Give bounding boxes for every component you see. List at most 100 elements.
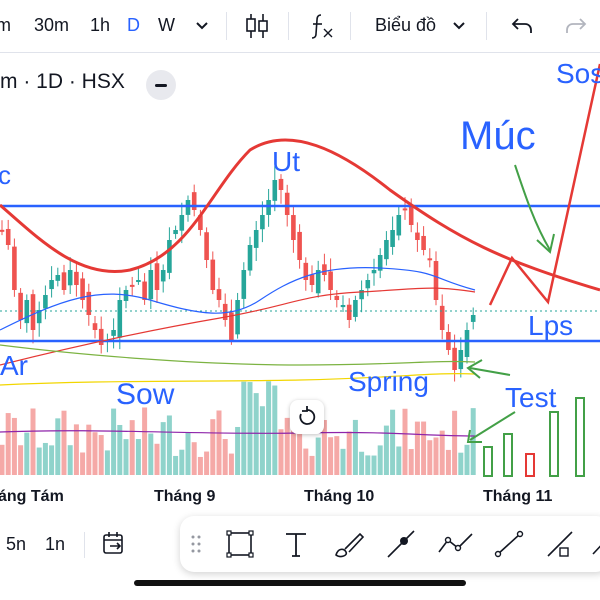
- candle-body: [210, 259, 216, 290]
- projected-volume-bar: [483, 446, 493, 477]
- ma-yellow: [0, 372, 476, 386]
- drag-handle-icon[interactable]: [190, 534, 202, 554]
- ray-icon[interactable]: [544, 528, 578, 560]
- volume-bar: [228, 453, 234, 475]
- rectangle-icon[interactable]: [224, 528, 256, 560]
- range-5n-button[interactable]: 5n: [6, 534, 27, 554]
- candle-body: [67, 270, 73, 286]
- candle-body: [346, 304, 352, 320]
- candle-body: [86, 291, 92, 315]
- volume-bar: [210, 419, 216, 475]
- volume-bar: [383, 425, 389, 475]
- volume-bar: [445, 449, 451, 475]
- volume-bar: [36, 447, 42, 475]
- candle-body: [142, 281, 147, 300]
- chart-type-menu[interactable]: Biểu đồ: [375, 15, 437, 35]
- volume-bar: [458, 452, 464, 475]
- collapse-legend-button[interactable]: [146, 70, 176, 100]
- candle-body: [359, 290, 364, 300]
- volume-ma: [0, 430, 476, 437]
- candle-body: [247, 245, 253, 271]
- interval-m[interactable]: m: [0, 15, 11, 35]
- candle-body: [92, 323, 98, 330]
- candle-body: [129, 284, 135, 287]
- projected-volume-bar: [525, 453, 535, 477]
- cup-curve: [0, 138, 600, 292]
- drawing-toolbar: [180, 516, 600, 572]
- candle-body: [241, 270, 247, 299]
- volume-bar: [421, 421, 427, 475]
- interval-w[interactable]: W: [158, 15, 175, 35]
- volume-bar: [92, 432, 98, 475]
- line-icon[interactable]: [492, 528, 526, 560]
- x-axis-label: Tháng 10: [304, 488, 375, 505]
- interval-30m[interactable]: 30m: [34, 15, 70, 35]
- range-1n-button[interactable]: 1n: [45, 534, 66, 554]
- interval-1h[interactable]: 1h: [90, 15, 111, 35]
- candle-body: [235, 300, 240, 335]
- volume-bar: [166, 415, 172, 475]
- candles-icon[interactable]: [244, 12, 270, 40]
- candle-body: [309, 274, 315, 285]
- candle-body: [452, 347, 457, 370]
- interval-d[interactable]: D: [127, 15, 140, 35]
- volume-bar: [303, 448, 309, 475]
- candle-body: [18, 292, 23, 320]
- projection-path: [488, 63, 600, 306]
- volume-bar: [11, 417, 17, 475]
- redo-icon: [566, 18, 587, 33]
- toolbar-divider: [350, 12, 351, 40]
- chevron-down-icon[interactable]: [195, 20, 209, 32]
- volume-bar: [117, 424, 123, 475]
- top-toolbar: m 30m 1h D W Biểu đồ: [0, 0, 600, 53]
- candle-body: [253, 230, 259, 248]
- price-chart[interactable]: [0, 52, 600, 512]
- volume-bar: [346, 431, 352, 475]
- volume-bar: [154, 443, 160, 475]
- x-axis-label: Tháng 11: [483, 488, 553, 505]
- candle-body: [334, 295, 340, 300]
- volume-bar: [185, 432, 191, 475]
- volume-bar: [334, 436, 340, 475]
- candle-body: [272, 180, 278, 201]
- reset-chart-button[interactable]: [290, 400, 324, 434]
- goto-date-icon[interactable]: [100, 530, 128, 558]
- trend-line-icon[interactable]: [384, 528, 418, 560]
- candle-body: [160, 270, 166, 282]
- candle-body: [390, 230, 395, 247]
- volume-bar: [142, 407, 148, 475]
- candle-body: [12, 246, 17, 290]
- fx-icon[interactable]: [308, 12, 334, 40]
- volume-bar: [352, 419, 358, 475]
- volume-bar: [377, 445, 383, 475]
- volume-bar: [414, 421, 420, 475]
- volume-bar: [204, 451, 210, 475]
- volume-bar: [297, 407, 303, 475]
- candle-body: [117, 300, 123, 338]
- volume-bar: [315, 437, 321, 475]
- undo-icon[interactable]: [510, 14, 534, 38]
- path-icon[interactable]: [436, 528, 476, 560]
- volume-bar: [371, 455, 377, 475]
- volume-bar: [266, 381, 272, 475]
- candle-body: [80, 278, 85, 300]
- annotation-ut: Ut: [272, 146, 300, 177]
- projected-volume-bar: [549, 411, 559, 477]
- text-icon[interactable]: [280, 528, 312, 560]
- volume-bar: [73, 424, 79, 475]
- candle-body: [433, 261, 439, 300]
- chevron-down-icon[interactable]: [452, 20, 466, 32]
- brush-icon[interactable]: [332, 528, 366, 560]
- ma-green: [0, 344, 476, 366]
- candle-body: [216, 289, 222, 300]
- volume-bar: [98, 435, 104, 475]
- volume-bar: [179, 449, 185, 475]
- volume-bar: [235, 426, 241, 475]
- candle-body: [340, 305, 346, 308]
- volume-bar: [464, 444, 470, 475]
- more-tools-icon[interactable]: [590, 528, 600, 560]
- candle-body: [384, 240, 389, 260]
- candle-body: [303, 262, 309, 280]
- candle-body: [408, 205, 414, 225]
- candle-body: [61, 272, 67, 290]
